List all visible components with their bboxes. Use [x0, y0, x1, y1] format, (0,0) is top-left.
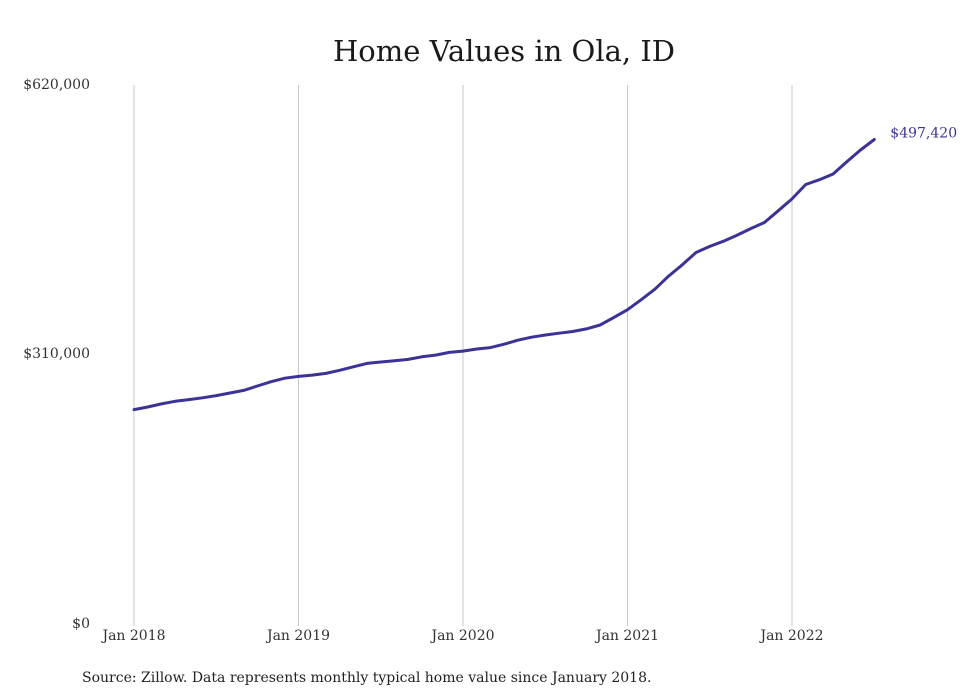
x-tick-label: Jan 2018 [100, 628, 165, 644]
data-point [365, 362, 369, 365]
y-tick-label-310000: $310,000 [23, 346, 90, 362]
data-point [461, 349, 465, 353]
data-point [544, 333, 547, 337]
data-point [297, 375, 300, 378]
data-point [694, 251, 698, 254]
data-point [831, 172, 835, 176]
data-point [256, 384, 259, 388]
data-point [393, 359, 396, 362]
data-point [557, 332, 561, 335]
data-point [201, 396, 204, 399]
data-point [708, 245, 711, 248]
data-point [626, 308, 629, 311]
data-points [132, 138, 876, 411]
data-point [338, 369, 341, 372]
data-point [407, 358, 410, 361]
data-point [434, 353, 437, 357]
data-point [132, 408, 136, 411]
data-point [763, 221, 766, 224]
data-point [173, 400, 177, 403]
end-value-label: $497,420 [890, 126, 957, 142]
data-point [612, 316, 615, 319]
data-point [845, 160, 848, 163]
data-point [324, 372, 328, 375]
data-point [489, 346, 492, 349]
x-tick-label: Jan 2022 [758, 628, 823, 644]
data-point [516, 339, 519, 342]
source-note: Source: Zillow. Data represents monthly … [82, 670, 651, 686]
data-point [228, 391, 232, 395]
data-point [215, 394, 218, 397]
data-point [146, 405, 149, 409]
data-point [379, 360, 382, 364]
data-point [475, 347, 478, 351]
gridlines [133, 85, 793, 626]
data-point [242, 389, 245, 392]
data-point [804, 183, 807, 186]
x-tick-label: Jan 2020 [429, 628, 494, 644]
chart-title: Home Values in Ola, ID [333, 34, 675, 68]
data-point [777, 209, 780, 212]
x-axis-ticks: Jan 2018 Jan 2019 Jan 2020 Jan 2021 Jan 2022 [100, 628, 823, 644]
data-point [269, 380, 273, 383]
data-point [283, 377, 286, 380]
data-point [681, 263, 684, 266]
y-tick-label-0: $0 [72, 616, 90, 632]
data-point [653, 288, 657, 291]
data-point [311, 373, 314, 377]
data-point [667, 274, 670, 278]
data-point [749, 227, 753, 230]
data-point [448, 351, 451, 354]
data-point [585, 327, 588, 331]
x-tick-label: Jan 2021 [594, 628, 659, 644]
data-point [420, 355, 424, 358]
data-point [640, 298, 643, 301]
data-point [502, 343, 506, 346]
data-point [859, 148, 862, 152]
data-point [187, 398, 190, 401]
home-value-line [132, 138, 876, 412]
data-point [722, 240, 725, 243]
data-point [790, 197, 794, 201]
data-point [598, 323, 602, 327]
y-tick-label-620000: $620,000 [23, 77, 90, 93]
data-point [873, 138, 876, 141]
x-tick-label: Jan 2019 [265, 628, 330, 644]
data-point [160, 402, 163, 406]
data-point [571, 330, 574, 333]
data-point [818, 178, 821, 181]
data-point [530, 336, 533, 339]
data-point [352, 365, 355, 368]
data-point [736, 233, 739, 237]
